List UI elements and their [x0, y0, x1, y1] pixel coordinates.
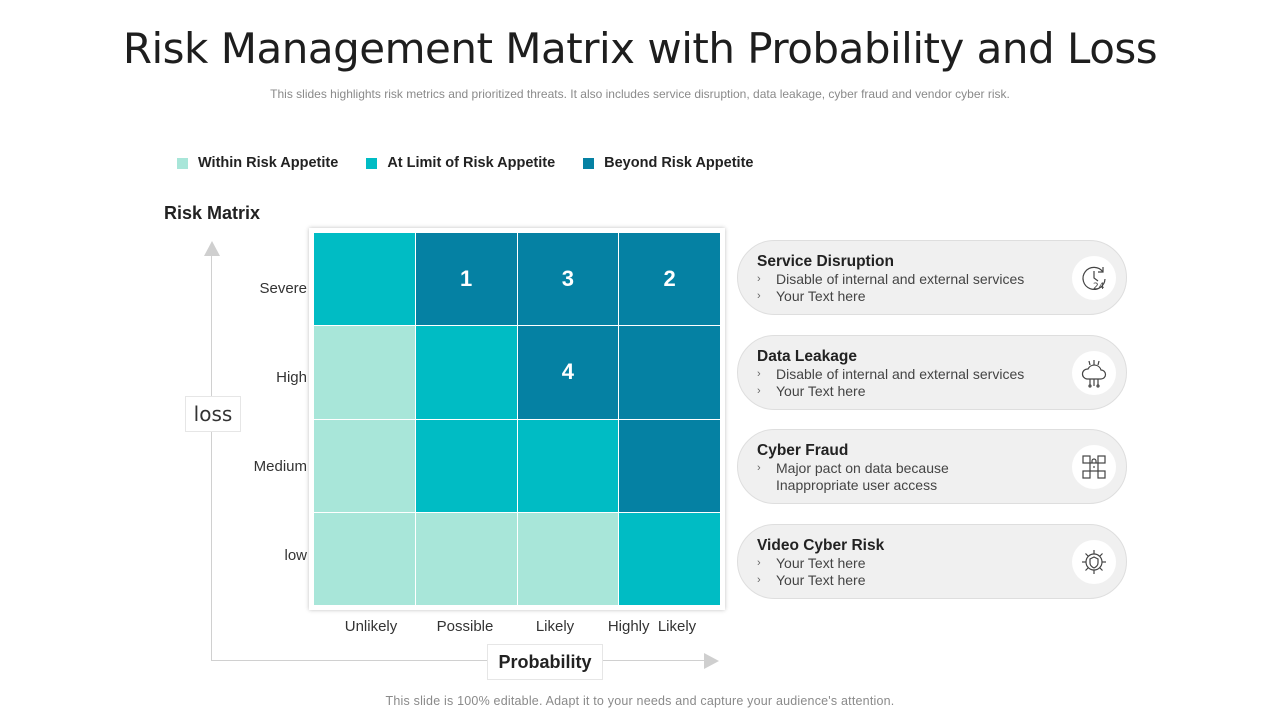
bullet-text: Your Text here	[776, 288, 866, 304]
row-label-high: High	[276, 369, 307, 386]
security-chip-icon	[1072, 445, 1116, 489]
x-axis-line	[211, 660, 706, 661]
legend-swatch	[583, 157, 595, 169]
risk-card-video-cyber-risk: Video Cyber Risk › Your Text here › Your T…	[737, 524, 1127, 599]
virus-shield-icon	[1072, 540, 1116, 584]
matrix-cell: 1	[415, 233, 517, 326]
row-label-low: low	[284, 547, 307, 564]
matrix-cell	[619, 326, 720, 419]
matrix-cell: 2	[619, 233, 720, 326]
legend-label: Beyond Risk Appetite	[604, 155, 754, 171]
y-axis-line	[211, 255, 212, 660]
matrix-cell: 4	[517, 326, 619, 419]
chevron-right-icon: ›	[757, 290, 761, 302]
chevron-right-icon: ›	[757, 368, 761, 380]
legend-label: Within Risk Appetite	[198, 155, 339, 171]
matrix-cell	[415, 326, 517, 419]
bullet-text: Inappropriate user access	[776, 477, 938, 493]
risk-matrix-title: Risk Matrix	[164, 203, 261, 223]
matrix-cell-number: 3	[561, 266, 574, 292]
bullet-item: › Your Text here	[757, 288, 1024, 305]
chevron-right-icon: ›	[757, 574, 761, 586]
y-axis-label: loss	[185, 396, 241, 432]
risk-card-service-disruption: Service Disruption › Disable of internal …	[737, 240, 1127, 315]
legend-item-beyond: Beyond Risk Appetite	[583, 155, 753, 171]
col-label-likely: Likely	[535, 618, 575, 635]
bullet-item: › Major pact on data because	[757, 460, 949, 477]
risk-card-cyber-fraud: Cyber Fraud › Major pact on data because …	[737, 429, 1127, 504]
matrix-cell-number: 4	[561, 359, 574, 385]
arrow-up-icon	[204, 241, 220, 256]
bullet-item: › Disable of internal and external servic…	[757, 271, 1024, 288]
risk-card-data-leakage: Data Leakage › Disable of internal and ex…	[737, 335, 1127, 410]
risk-card-title: Service Disruption	[757, 253, 894, 270]
svg-text:24: 24	[1093, 282, 1105, 292]
matrix-cell	[314, 326, 415, 419]
matrix-cell	[517, 512, 619, 605]
matrix-cell: 3	[517, 233, 619, 326]
matrix-cell	[517, 419, 619, 512]
matrix-cell	[314, 512, 415, 605]
risk-card-bullets: › Disable of internal and external servic…	[757, 271, 1024, 305]
risk-card-title: Cyber Fraud	[757, 442, 849, 459]
matrix-cell	[415, 419, 517, 512]
chevron-right-icon: ›	[757, 557, 761, 569]
risk-matrix-frame: 1 3 2 4	[309, 228, 725, 610]
chevron-right-icon: ›	[757, 385, 761, 397]
legend-item-within: Within Risk Appetite	[177, 155, 338, 171]
legend-item-at-limit: At Limit of Risk Appetite	[366, 155, 555, 171]
chevron-right-icon: ›	[757, 273, 761, 285]
legend-label: At Limit of Risk Appetite	[387, 155, 556, 171]
bullet-item: › Your Text here	[757, 555, 866, 572]
matrix-cell	[619, 512, 720, 605]
bullet-text: Disable of internal and external service…	[776, 271, 1025, 287]
col-label-highly-likely: Highly Likely	[607, 618, 697, 635]
risk-card-title: Video Cyber Risk	[757, 537, 885, 554]
col-label-possible: Possible	[436, 618, 494, 635]
matrix-cell	[314, 419, 415, 512]
matrix-cell	[619, 419, 720, 512]
bullet-item: › Your Text here	[757, 383, 1024, 400]
bullet-text: Your Text here	[776, 383, 866, 399]
page-subtitle: This slides highlights risk metrics and …	[270, 87, 1010, 101]
bullet-text: Your Text here	[776, 572, 866, 588]
bullet-text: Your Text here	[776, 555, 866, 571]
risk-card-title: Data Leakage	[757, 348, 857, 365]
row-label-medium: Medium	[253, 458, 307, 475]
col-label-unlikely: Unlikely	[344, 618, 398, 635]
page-title: Risk Management Matrix with Probability …	[122, 24, 1158, 73]
matrix-cell-number: 1	[460, 266, 473, 292]
legend-swatch	[177, 157, 188, 169]
risk-matrix-grid: 1 3 2 4	[314, 233, 720, 605]
risk-card-bullets: › Major pact on data because Inappropriat…	[757, 460, 949, 494]
matrix-cell-number: 2	[663, 266, 676, 292]
bullet-text: Disable of internal and external service…	[776, 366, 1025, 382]
bullet-item: › Disable of internal and external servic…	[757, 366, 1024, 383]
footer-note: This slide is 100% editable. Adapt it to…	[385, 694, 895, 708]
legend: Within Risk Appetite At Limit of Risk Ap…	[177, 155, 781, 171]
risk-card-bullets: › Disable of internal and external servic…	[757, 366, 1024, 400]
clock-24-icon: 24	[1072, 256, 1116, 300]
bullet-text: Major pact on data because	[776, 460, 949, 476]
legend-swatch	[366, 157, 378, 169]
matrix-cell	[415, 512, 517, 605]
cloud-network-icon	[1072, 351, 1116, 395]
matrix-cell	[314, 233, 415, 326]
arrow-right-icon	[704, 653, 719, 669]
row-label-severe: Severe	[259, 280, 307, 297]
chevron-right-icon: ›	[757, 462, 761, 474]
x-axis-label: Probability	[487, 644, 603, 680]
risk-card-bullets: › Your Text here › Your Text here	[757, 555, 866, 589]
bullet-item: › Your Text here	[757, 572, 866, 589]
